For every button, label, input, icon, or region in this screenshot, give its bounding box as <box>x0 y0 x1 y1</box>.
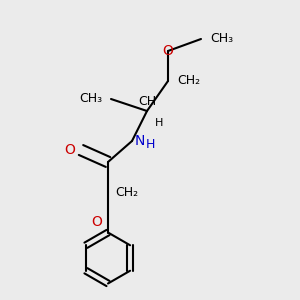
Text: H: H <box>146 137 155 151</box>
Text: O: O <box>163 44 173 58</box>
Text: CH: CH <box>138 95 156 108</box>
Text: O: O <box>64 143 75 157</box>
Text: H: H <box>154 118 163 128</box>
Text: N: N <box>135 134 146 148</box>
Text: CH₃: CH₃ <box>79 92 102 106</box>
Text: CH₃: CH₃ <box>210 32 233 46</box>
Text: CH₂: CH₂ <box>177 74 200 88</box>
Text: O: O <box>91 215 102 229</box>
Text: CH₂: CH₂ <box>116 185 139 199</box>
